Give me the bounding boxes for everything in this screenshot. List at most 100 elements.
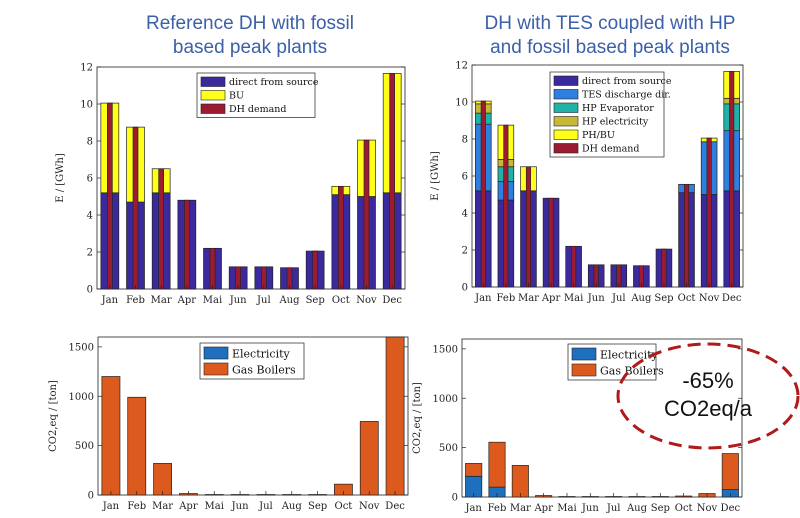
- energy-tes-xtick-label: Jun: [587, 293, 605, 304]
- energy-ref-bar-dh-demand: [389, 73, 395, 290]
- co2-tes-xtick-label: Jan: [464, 503, 482, 514]
- energy-ref-xtick-label: Jul: [256, 295, 271, 306]
- energy-ref-xtick-label: Jun: [229, 295, 247, 306]
- energy-tes-xtick-label: Oct: [678, 293, 696, 304]
- co2-tes-legend-label: Gas Boilers: [600, 365, 664, 378]
- energy-tes-bar-dh-demand: [525, 166, 531, 288]
- energy-tes-legend-label: DH demand: [582, 144, 640, 155]
- energy-tes-ytick-label: 2: [462, 246, 468, 257]
- energy-tes-legend-label: TES discharge dir.: [582, 90, 671, 101]
- co2-ref-ylabel: CO2,eq / [ton]: [48, 380, 59, 452]
- energy-tes-legend-swatch: [553, 75, 579, 86]
- energy-ref-xtick-label: Jan: [101, 295, 119, 306]
- energy-ref-bar-dh-demand: [184, 199, 190, 290]
- co2-tes-xtick-label: Dec: [721, 503, 741, 514]
- energy-ref-bar-dh-demand: [338, 186, 344, 290]
- energy-ref-legend-swatch: [200, 103, 226, 114]
- co2-tes-ylabel: CO2,eq / [ton]: [412, 382, 423, 454]
- energy-tes-bar-dh-demand: [684, 184, 690, 288]
- co2-tes-ytick-label: 1500: [433, 344, 458, 355]
- energy-ref-bar-dh-demand: [107, 102, 113, 290]
- energy-tes-ytick-label: 0: [462, 283, 468, 294]
- co2-ref-bar-gas-boilers: [101, 376, 121, 496]
- co2-ref-legend-label: Gas Boilers: [232, 364, 296, 377]
- reduction-annotation: -65% CO2eq/a: [616, 342, 800, 450]
- co2-tes-ytick-label: 0: [452, 493, 458, 504]
- energy-tes-bar-dh-demand: [571, 246, 577, 288]
- energy-ref-xtick-label: Apr: [177, 295, 197, 306]
- energy-tes-bar-dh-demand: [729, 71, 735, 288]
- title-reference-line1: Reference DH with fossil: [145, 13, 355, 34]
- co2-tes-legend-label: Electricity: [600, 349, 659, 362]
- energy-tes-xtick-label: Feb: [497, 293, 516, 304]
- co2-tes-xtick-label: Apr: [533, 503, 553, 514]
- energy-ref-legend-swatch: [200, 90, 226, 101]
- energy-tes-xtick-label: Aug: [630, 293, 652, 304]
- energy-reference-chart: 0 2 4 6 8 10 12 E / [GWh] Jan Feb Mar Apr Mai Jun Jul A…: [55, 63, 406, 306]
- energy-tes-xtick-label: Jul: [611, 293, 626, 304]
- title-tes-line2: and fossil based peak plants: [490, 37, 730, 58]
- co2-ref-xtick-label: Dec: [385, 501, 405, 512]
- co2-tes-bar-gas-boilers: [721, 453, 739, 490]
- co2-tes-ytick-label: 1000: [433, 394, 458, 405]
- co2-ref-bar-gas-boilers: [385, 336, 405, 496]
- co2-ref-xtick-label: Feb: [127, 501, 146, 512]
- energy-ref-xtick-label: Nov: [356, 295, 377, 306]
- reduction-ellipse: [616, 342, 800, 450]
- energy-tes-legend-swatch: [553, 116, 579, 127]
- energy-tes-legend: [549, 71, 665, 158]
- energy-tes-xtick-label: Nov: [699, 293, 720, 304]
- co2-tes-legend-swatch: [571, 347, 597, 361]
- energy-ref-bar-dh-demand: [363, 139, 370, 290]
- co2-ref-xtick-label: Aug: [281, 501, 303, 512]
- co2-tes-xtick-label: Sep: [651, 503, 670, 514]
- co2-tes-xtick-label: Nov: [697, 503, 718, 514]
- co2-ref-ytick-label: 500: [75, 441, 94, 452]
- co2-tes-bar-gas-boilers: [488, 441, 506, 488]
- energy-ref-xtick-label: Aug: [278, 295, 300, 306]
- energy-ref-xtick-label: Dec: [382, 295, 402, 306]
- energy-ref-ytick-label: 10: [80, 100, 93, 111]
- energy-ref-ytick-label: 2: [87, 248, 93, 259]
- reduction-percent: -65%: [682, 368, 733, 393]
- energy-tes-legend-swatch: [553, 89, 579, 100]
- co2-tes-xtick-label: Aug: [626, 503, 648, 514]
- co2-ref-legend-label: Electricity: [232, 348, 291, 361]
- co2-ref-xtick-label: Jul: [258, 501, 273, 512]
- co2-tes-legend-swatch: [571, 363, 597, 377]
- energy-tes-legend-swatch: [553, 102, 579, 113]
- energy-tes-ylabel: E / [GWh]: [430, 151, 441, 201]
- co2-tes-xtick-label: Mai: [557, 503, 576, 514]
- title-reference: Reference DH with fossil based peak plan…: [90, 12, 410, 60]
- energy-ref-xtick-label: Feb: [126, 295, 145, 306]
- energy-tes-legend-swatch: [553, 129, 579, 140]
- energy-ref-ytick-label: 4: [87, 211, 93, 222]
- co2-tes-xtick-label: Oct: [675, 503, 693, 514]
- energy-tes-legend-swatch: [553, 143, 579, 154]
- co2-ref-bar-gas-boilers: [127, 396, 147, 496]
- co2-ref-xtick-label: Sep: [308, 501, 327, 512]
- energy-tes-bar-dh-demand: [548, 197, 554, 288]
- co2-ref-xtick-label: Jun: [231, 501, 249, 512]
- title-reference-line2: based peak plants: [172, 37, 328, 58]
- energy-ref-ytick-label: 8: [87, 137, 93, 148]
- co2-ref-ytick-label: 1000: [69, 392, 94, 403]
- energy-tes-ytick-label: 10: [455, 98, 468, 109]
- co2-tes-chart: 0 500 1000 1500 CO2,eq / [ton] Jan Feb Mar Apr Ma…: [412, 338, 743, 514]
- co2-ref-xtick-label: Nov: [359, 501, 380, 512]
- energy-ref-bar-dh-demand: [158, 168, 164, 290]
- energy-tes-bar-dh-demand: [480, 100, 486, 288]
- energy-ref-xtick-label: Oct: [332, 295, 350, 306]
- energy-tes-bar-dh-demand: [706, 137, 712, 288]
- co2-tes-xtick-label: Feb: [488, 503, 507, 514]
- energy-tes-xtick-label: Mar: [518, 293, 539, 304]
- energy-ref-xtick-label: Mai: [203, 295, 222, 306]
- energy-tes-ytick-label: 8: [462, 135, 468, 146]
- energy-ref-legend-label: direct from source: [229, 77, 319, 88]
- energy-ref-bar-dh-demand: [312, 250, 318, 290]
- energy-ref-ytick-label: 0: [87, 285, 93, 296]
- co2-tes-xtick-label: Jun: [581, 503, 599, 514]
- energy-tes-chart: 0 2 4 6 8 10 12 E / [GWh] Jan Feb Mar Apr Mai Jun Jul A…: [430, 61, 744, 304]
- energy-tes-legend-label: PH/BU: [582, 130, 615, 141]
